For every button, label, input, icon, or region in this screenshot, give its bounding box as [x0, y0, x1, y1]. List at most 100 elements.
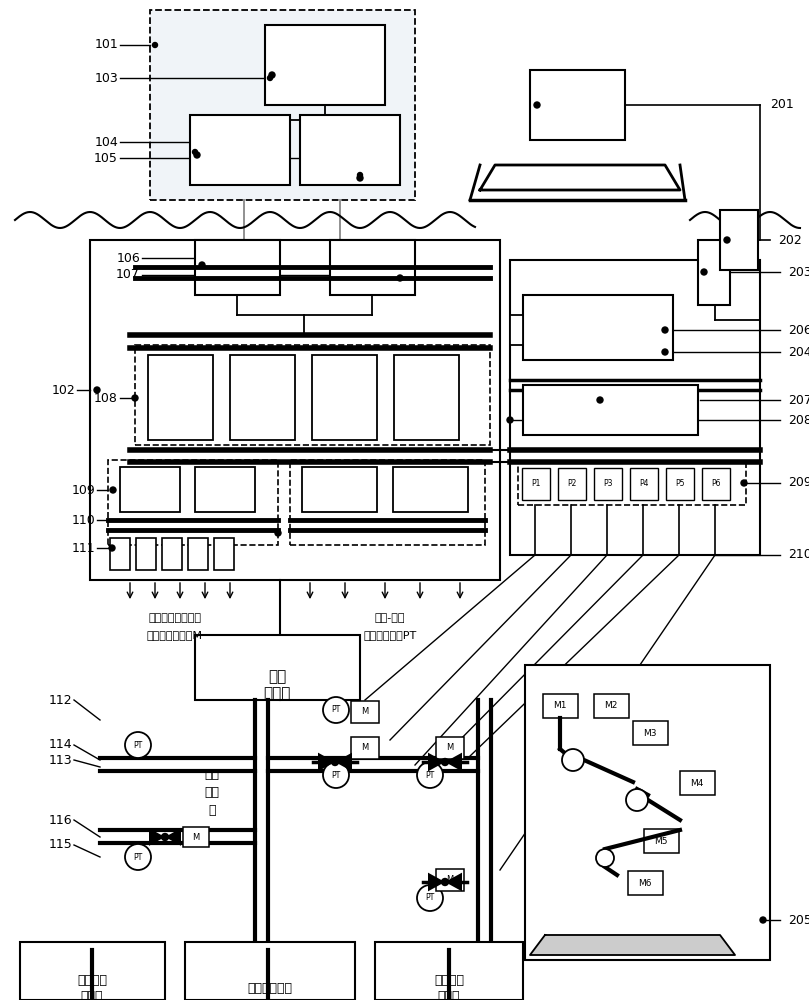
- Text: 水下采油树阀门的: 水下采油树阀门的: [149, 613, 201, 623]
- Bar: [510, 315, 523, 345]
- Text: 209: 209: [788, 477, 809, 489]
- Bar: [110, 538, 130, 570]
- Text: P6: P6: [711, 480, 721, 488]
- Bar: [195, 240, 280, 295]
- Circle shape: [596, 849, 614, 867]
- Bar: [522, 468, 550, 500]
- Circle shape: [109, 545, 115, 551]
- Circle shape: [332, 758, 338, 766]
- Text: 永磁同步电动机M: 永磁同步电动机M: [147, 630, 203, 640]
- Polygon shape: [428, 753, 445, 771]
- Bar: [90, 240, 500, 580]
- Text: 体: 体: [208, 804, 216, 818]
- Text: PT: PT: [133, 740, 142, 750]
- Bar: [265, 25, 385, 105]
- Circle shape: [662, 327, 668, 333]
- Text: M4: M4: [690, 778, 704, 788]
- Polygon shape: [335, 753, 352, 771]
- Polygon shape: [165, 828, 181, 846]
- Bar: [644, 829, 679, 853]
- Polygon shape: [428, 873, 445, 891]
- Polygon shape: [530, 935, 735, 955]
- Text: 102: 102: [51, 383, 75, 396]
- Bar: [666, 468, 694, 500]
- Text: M6: M6: [638, 879, 652, 888]
- Bar: [518, 462, 746, 505]
- Text: 206: 206: [788, 324, 809, 336]
- Circle shape: [194, 152, 200, 158]
- Bar: [702, 468, 730, 500]
- Bar: [302, 467, 377, 512]
- Circle shape: [662, 349, 668, 355]
- Text: 温度-压力: 温度-压力: [375, 613, 405, 623]
- Bar: [375, 942, 523, 1000]
- Bar: [594, 694, 629, 718]
- Circle shape: [724, 237, 730, 243]
- Text: 210: 210: [788, 548, 809, 562]
- Text: P5: P5: [676, 480, 684, 488]
- Text: 104: 104: [95, 135, 118, 148]
- Text: 105: 105: [94, 151, 118, 164]
- Text: 103: 103: [95, 72, 118, 85]
- Bar: [351, 737, 379, 759]
- Circle shape: [507, 417, 513, 423]
- Bar: [185, 942, 355, 1000]
- Bar: [510, 260, 760, 555]
- Bar: [436, 869, 464, 891]
- Circle shape: [417, 885, 443, 911]
- Text: 二号管线: 二号管线: [434, 974, 464, 986]
- Circle shape: [626, 789, 648, 811]
- Text: 采油树连接器: 采油树连接器: [248, 982, 293, 994]
- Bar: [720, 210, 758, 270]
- Text: 107: 107: [116, 268, 140, 282]
- Bar: [108, 460, 278, 545]
- Text: M1: M1: [553, 702, 567, 710]
- Bar: [594, 468, 622, 500]
- Bar: [148, 355, 213, 440]
- Polygon shape: [445, 873, 462, 891]
- Text: 113: 113: [49, 754, 72, 766]
- Circle shape: [701, 269, 707, 275]
- Circle shape: [153, 42, 158, 47]
- Circle shape: [534, 102, 540, 108]
- Circle shape: [193, 149, 197, 154]
- Polygon shape: [445, 753, 462, 771]
- Text: 110: 110: [71, 514, 95, 526]
- Bar: [162, 538, 182, 570]
- Bar: [628, 871, 663, 895]
- Text: M: M: [447, 876, 454, 884]
- Text: 204: 204: [788, 346, 809, 359]
- Bar: [214, 538, 234, 570]
- Bar: [230, 355, 295, 440]
- Text: 208: 208: [788, 414, 809, 426]
- Text: M: M: [447, 744, 454, 752]
- Text: M: M: [362, 744, 369, 752]
- Circle shape: [132, 395, 138, 401]
- Text: 114: 114: [49, 738, 72, 752]
- Circle shape: [442, 879, 448, 886]
- Text: M5: M5: [654, 836, 667, 846]
- Text: PT: PT: [426, 770, 434, 780]
- Bar: [195, 635, 360, 700]
- Circle shape: [741, 480, 747, 486]
- Text: M3: M3: [643, 728, 657, 738]
- Polygon shape: [318, 753, 335, 771]
- Circle shape: [162, 834, 168, 840]
- Text: 201: 201: [770, 99, 794, 111]
- Circle shape: [760, 917, 766, 923]
- Bar: [312, 355, 377, 440]
- Circle shape: [597, 397, 603, 403]
- Text: 连接器: 连接器: [263, 686, 290, 702]
- Bar: [150, 10, 415, 200]
- Text: 205: 205: [788, 914, 809, 926]
- Text: 207: 207: [788, 393, 809, 406]
- Bar: [558, 468, 586, 500]
- Text: 111: 111: [71, 542, 95, 554]
- Bar: [394, 355, 459, 440]
- Bar: [698, 240, 730, 305]
- Text: PT: PT: [133, 852, 142, 861]
- Text: PT: PT: [426, 894, 434, 902]
- Text: 连接器: 连接器: [438, 990, 460, 1000]
- Bar: [135, 345, 490, 445]
- Polygon shape: [149, 828, 165, 846]
